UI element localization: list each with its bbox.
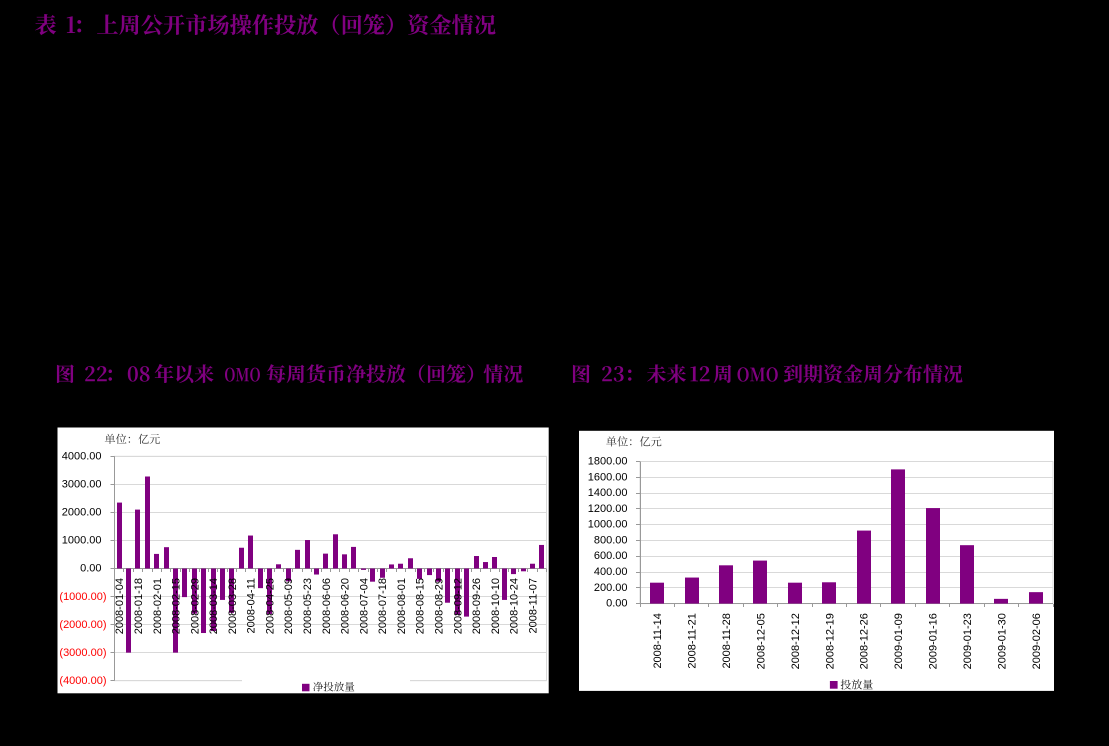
svg-text:2008-11-28: 2008-11-28 <box>721 613 733 668</box>
svg-text:0.00: 0.00 <box>606 598 627 610</box>
svg-text:2009-01-30: 2009-01-30 <box>996 613 1008 669</box>
svg-text:2008-05-09: 2008-05-09 <box>283 578 295 634</box>
svg-text:2008-02-29: 2008-02-29 <box>189 578 201 634</box>
svg-text:200.00: 200.00 <box>594 582 628 594</box>
svg-text:2008-02-15: 2008-02-15 <box>171 578 183 634</box>
svg-text:1000.00: 1000.00 <box>62 534 102 546</box>
svg-text:2008-04-25: 2008-04-25 <box>264 578 276 634</box>
svg-text:1800.00: 1800.00 <box>588 456 628 468</box>
svg-text:1200.00: 1200.00 <box>588 503 628 515</box>
svg-text:2008-03-14: 2008-03-14 <box>208 578 220 634</box>
svg-text:2008-07-18: 2008-07-18 <box>377 578 389 634</box>
svg-text:(2000.00): (2000.00) <box>59 619 106 631</box>
svg-text:4000.00: 4000.00 <box>62 450 102 462</box>
svg-text:(4000.00): (4000.00) <box>59 675 106 687</box>
svg-text:2000.00: 2000.00 <box>62 506 102 518</box>
svg-text:2008-09-26: 2008-09-26 <box>471 578 483 634</box>
svg-text:2008-05-23: 2008-05-23 <box>302 578 314 634</box>
svg-text:2009-01-16: 2009-01-16 <box>928 613 940 669</box>
svg-text:2008-10-10: 2008-10-10 <box>490 578 502 634</box>
svg-text:2008-01-18: 2008-01-18 <box>133 578 145 634</box>
svg-text:2008-06-20: 2008-06-20 <box>340 578 352 634</box>
svg-text:2008-03-28: 2008-03-28 <box>227 578 239 634</box>
svg-text:2008-11-07: 2008-11-07 <box>527 578 539 633</box>
svg-text:(1000.00): (1000.00) <box>59 591 106 603</box>
svg-text:2008-04-11: 2008-04-11 <box>246 578 258 633</box>
svg-text:2008-12-12: 2008-12-12 <box>790 613 802 669</box>
svg-text:1000.00: 1000.00 <box>588 519 628 531</box>
svg-text:600.00: 600.00 <box>594 550 628 562</box>
svg-text:1600.00: 1600.00 <box>588 471 628 483</box>
svg-text:2008-02-01: 2008-02-01 <box>152 578 164 634</box>
svg-text:800.00: 800.00 <box>594 534 628 546</box>
svg-text:2008-12-05: 2008-12-05 <box>755 613 767 669</box>
svg-text:2008-12-19: 2008-12-19 <box>824 613 836 669</box>
svg-text:2008-12-26: 2008-12-26 <box>859 613 871 669</box>
svg-text:2008-10-24: 2008-10-24 <box>509 578 521 634</box>
svg-text:0.00: 0.00 <box>80 563 101 575</box>
svg-text:2008-01-04: 2008-01-04 <box>114 578 126 634</box>
svg-text:2009-01-23: 2009-01-23 <box>962 613 974 669</box>
svg-text:2008-11-14: 2008-11-14 <box>652 613 664 668</box>
svg-text:2009-02-06: 2009-02-06 <box>1031 613 1043 669</box>
svg-text:3000.00: 3000.00 <box>62 478 102 490</box>
svg-text:1400.00: 1400.00 <box>588 487 628 499</box>
svg-text:(3000.00): (3000.00) <box>59 647 106 659</box>
svg-text:2008-08-29: 2008-08-29 <box>434 578 446 634</box>
svg-text:2008-08-15: 2008-08-15 <box>415 578 427 634</box>
svg-text:2008-08-01: 2008-08-01 <box>396 578 408 634</box>
svg-text:2008-06-06: 2008-06-06 <box>321 578 333 634</box>
svg-text:2008-11-21: 2008-11-21 <box>687 613 699 668</box>
svg-text:2009-01-09: 2009-01-09 <box>893 613 905 669</box>
svg-text:400.00: 400.00 <box>594 566 628 578</box>
svg-text:2008-07-04: 2008-07-04 <box>358 578 370 634</box>
svg-text:2008-09-12: 2008-09-12 <box>452 578 464 634</box>
